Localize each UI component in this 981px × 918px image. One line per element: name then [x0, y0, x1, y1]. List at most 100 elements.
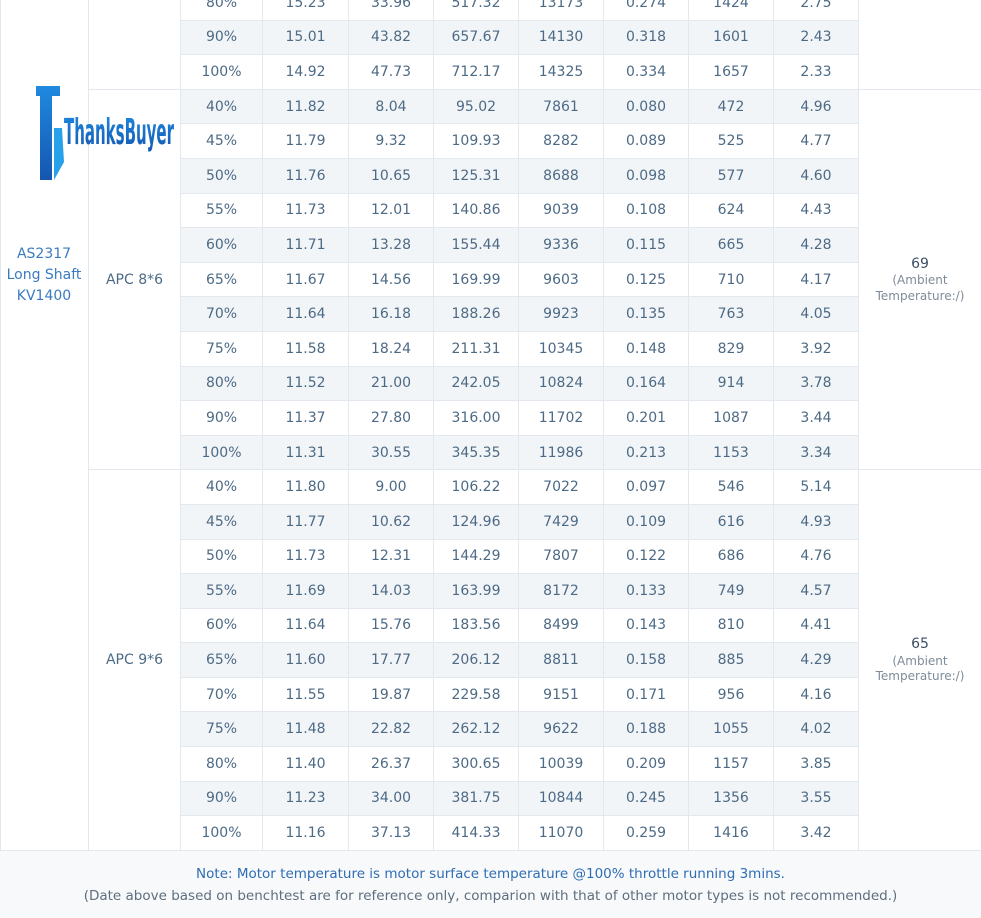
cell: 0.188 — [603, 711, 689, 748]
temperature-note: (Ambient Temperature:/) — [875, 273, 965, 303]
cell: 7022 — [518, 469, 604, 505]
cell: 7429 — [518, 503, 604, 540]
temperature-value: 65 — [911, 636, 929, 653]
cell: 11.73 — [262, 538, 349, 575]
cell: 75% — [180, 330, 263, 367]
cell: 414.33 — [433, 815, 519, 851]
cell: 4.02 — [773, 711, 859, 748]
cell: 11.37 — [262, 400, 349, 436]
table-row: 55% 11.69 14.03 163.99 8172 0.133 749 4.57 — [1, 573, 981, 609]
cell: 26.37 — [348, 746, 434, 782]
cell: 300.65 — [433, 746, 519, 782]
cell: 8688 — [518, 157, 604, 194]
cell: 1356 — [688, 780, 774, 817]
cell: 8499 — [518, 607, 604, 644]
cell: 90% — [180, 780, 263, 817]
cell: 140.86 — [433, 192, 519, 229]
cell: 9151 — [518, 676, 604, 713]
cell: 45% — [180, 123, 263, 159]
table-row: 50% 11.73 12.31 144.29 7807 0.122 686 4.76 — [1, 538, 981, 575]
cell: 4.60 — [773, 157, 859, 194]
temperature-cell: 65 (Ambient Temperature:/) — [858, 469, 981, 851]
cell: 316.00 — [433, 400, 519, 436]
cell: 70% — [180, 296, 263, 332]
cell: 30.55 — [348, 434, 434, 471]
cell: 10844 — [518, 780, 604, 817]
cell: 55% — [180, 192, 263, 229]
cell: 1601 — [688, 19, 774, 56]
cell: 8172 — [518, 573, 604, 609]
cell: 624 — [688, 192, 774, 229]
cell: 0.148 — [603, 330, 689, 367]
cell: 12.01 — [348, 192, 434, 229]
cell: 43.82 — [348, 19, 434, 56]
cell: 11986 — [518, 434, 604, 471]
cell: 11.31 — [262, 434, 349, 471]
cell: 11.82 — [262, 88, 349, 125]
cell: 11.58 — [262, 330, 349, 367]
table-row: 60% 11.71 13.28 155.44 9336 0.115 665 4.28 — [1, 227, 981, 263]
logo-mark — [36, 86, 60, 180]
cell: 11.52 — [262, 365, 349, 402]
cell: 3.85 — [773, 746, 859, 782]
cell: 11.69 — [262, 573, 349, 609]
cell: 33.96 — [348, 0, 434, 21]
cell: 106.22 — [433, 469, 519, 505]
cell: 665 — [688, 227, 774, 263]
cell: 3.92 — [773, 330, 859, 367]
table-row: 80% 15.23 33.96 517.32 13173 0.274 1424 2.75 — [0, 0, 981, 851]
cell: 749 — [688, 573, 774, 609]
cell: 0.213 — [603, 434, 689, 471]
cell: 13173 — [518, 0, 604, 21]
cell: 14.92 — [262, 54, 349, 90]
table-row: 90% 11.37 27.80 316.00 11702 0.201 1087 3.44 — [1, 400, 981, 436]
note-line: Note: Motor temperature is motor surface… — [196, 866, 785, 882]
cell: 22.82 — [348, 711, 434, 748]
cell: 3.55 — [773, 780, 859, 817]
cell: 40% — [180, 469, 263, 505]
cell: 11.64 — [262, 296, 349, 332]
cell: 4.29 — [773, 642, 859, 678]
cell: 0.318 — [603, 19, 689, 56]
cell: 11.55 — [262, 676, 349, 713]
cell: 9923 — [518, 296, 604, 332]
cell: 829 — [688, 330, 774, 367]
cell: 206.12 — [433, 642, 519, 678]
cell: 4.16 — [773, 676, 859, 713]
cell: 34.00 — [348, 780, 434, 817]
cell: 10345 — [518, 330, 604, 367]
cell: 11.64 — [262, 607, 349, 644]
cell: 10039 — [518, 746, 604, 782]
cell: 21.00 — [348, 365, 434, 402]
cell: 0.334 — [603, 54, 689, 90]
cell: 2.33 — [773, 54, 859, 90]
cell: 19.87 — [348, 676, 434, 713]
cell: 11.60 — [262, 642, 349, 678]
table-row: 70% 11.55 19.87 229.58 9151 0.171 956 4.16 — [1, 676, 981, 713]
cell: 0.171 — [603, 676, 689, 713]
cell: 65% — [180, 261, 263, 298]
cell: 4.41 — [773, 607, 859, 644]
cell: 3.42 — [773, 815, 859, 851]
cell: 577 — [688, 157, 774, 194]
cell: 4.05 — [773, 296, 859, 332]
motor-line: KV1400 — [16, 288, 72, 304]
table-row: 70% 11.64 16.18 188.26 9923 0.135 763 4.05 — [1, 296, 981, 332]
cell: 14.56 — [348, 261, 434, 298]
cell: 4.96 — [773, 88, 859, 125]
cell: 9603 — [518, 261, 604, 298]
cell: 155.44 — [433, 227, 519, 263]
cell: 0.274 — [603, 0, 689, 21]
cell: 4.28 — [773, 227, 859, 263]
temperature-cell — [858, 0, 981, 90]
prop-cell: APC 9*6 — [88, 469, 181, 851]
cell: 11.80 — [262, 469, 349, 505]
motor-line: Long Shaft — [6, 267, 82, 283]
cell: 3.44 — [773, 400, 859, 436]
cell: 17.77 — [348, 642, 434, 678]
cell: 11070 — [518, 815, 604, 851]
cell: 90% — [180, 19, 263, 56]
cell: 10.62 — [348, 503, 434, 540]
cell: 0.089 — [603, 123, 689, 159]
cell: 0.109 — [603, 503, 689, 540]
